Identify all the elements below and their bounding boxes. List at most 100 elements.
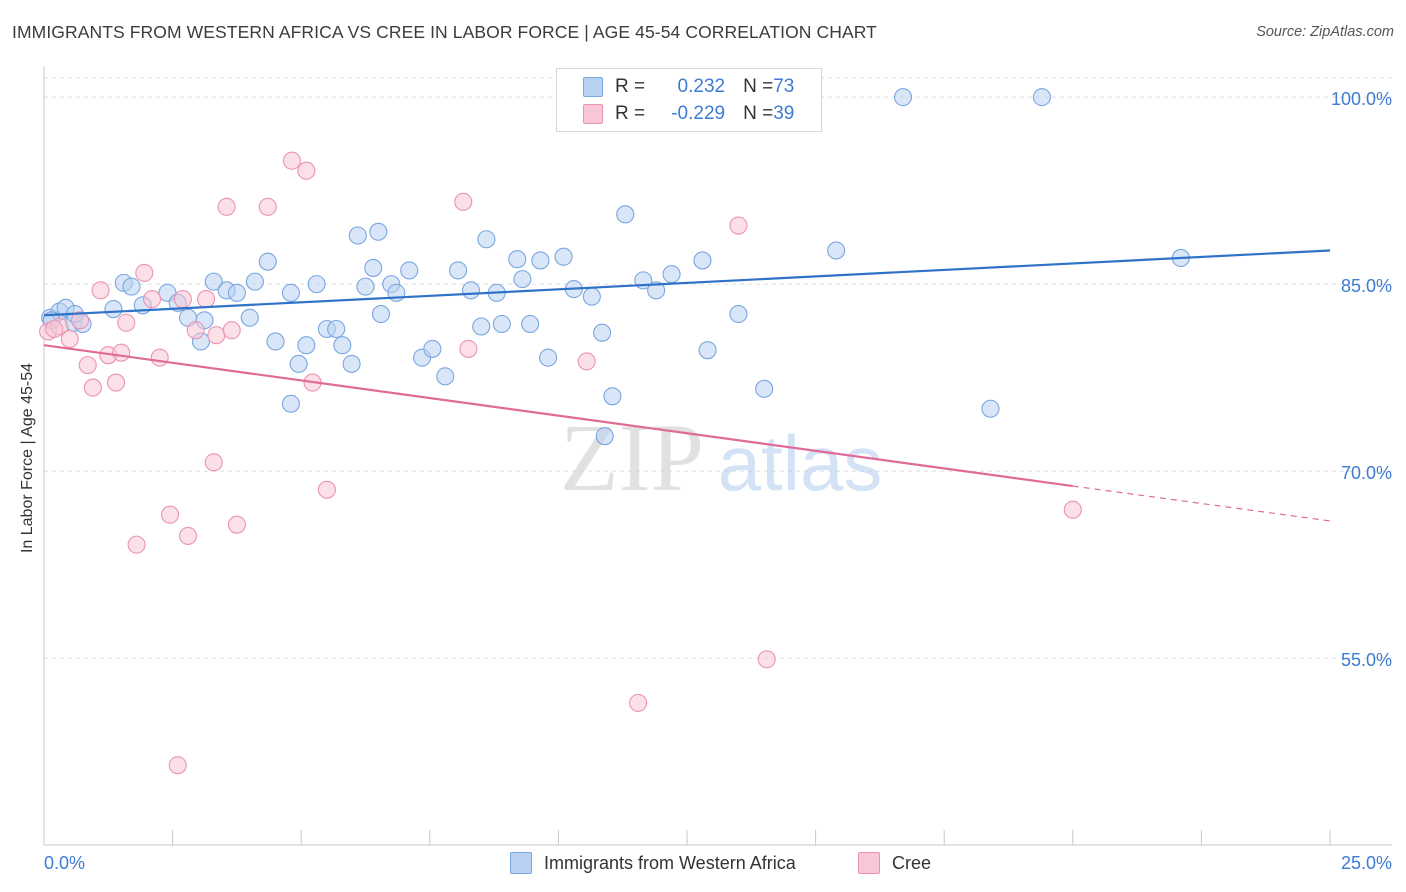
watermark-zip: ZIP — [560, 404, 704, 511]
data-point — [222, 321, 241, 340]
data-point — [297, 336, 316, 355]
bottom-legend-cree: Cree — [858, 852, 931, 874]
data-point — [436, 367, 455, 386]
data-point — [981, 399, 1000, 418]
data-point — [227, 283, 246, 302]
data-point — [757, 650, 776, 669]
data-point — [729, 304, 748, 324]
legend-r-label: R = — [615, 103, 646, 124]
data-point — [78, 356, 97, 375]
data-point — [258, 252, 277, 271]
stats-legend: R = 0.232 N = 73 R = -0.229 N = 39 — [556, 68, 822, 132]
data-point — [400, 261, 419, 280]
data-point — [508, 250, 527, 269]
data-point — [70, 311, 90, 330]
trend-line-cree-extension — [1072, 485, 1331, 522]
data-point — [150, 348, 169, 367]
data-point — [204, 272, 223, 291]
chart-title: IMMIGRANTS FROM WESTERN AFRICA VS CREE I… — [12, 22, 877, 42]
bottom-legend-label: Immigrants from Western Africa — [544, 852, 796, 873]
trend-lines — [43, 249, 1331, 522]
series-cree — [39, 151, 1082, 775]
data-point — [461, 281, 481, 300]
legend-row-cree: R = -0.229 N = 39 — [583, 102, 794, 126]
bottom-legend-swatch-pink — [858, 852, 880, 874]
data-point — [204, 453, 223, 472]
legend-r-value: 0.232 — [672, 76, 726, 97]
data-point — [539, 348, 558, 367]
data-point — [240, 308, 259, 327]
data-point — [454, 192, 473, 211]
data-point — [1063, 500, 1082, 519]
data-point — [135, 263, 154, 282]
data-point — [45, 319, 64, 339]
source-label: Source: ZipAtlas.com — [1256, 24, 1394, 40]
data-point — [531, 251, 550, 270]
data-point — [60, 329, 79, 349]
y-tick-label: 70.0% — [1341, 463, 1392, 483]
bottom-legend-label: Cree — [892, 852, 932, 873]
tick-labels: 55.0% 70.0% 85.0% 100.0% 0.0% 25.0% — [44, 89, 1392, 873]
data-point — [282, 151, 301, 170]
data-point — [647, 281, 666, 300]
data-point — [168, 756, 187, 775]
legend-r-value: -0.229 — [671, 103, 726, 124]
data-point — [173, 290, 192, 309]
trend-line-western-africa — [43, 249, 1331, 317]
data-point — [477, 230, 496, 249]
legend-n-label: N = — [743, 76, 774, 97]
data-point — [333, 336, 352, 355]
data-point — [91, 281, 110, 300]
axes — [43, 66, 1392, 846]
data-point — [577, 352, 596, 371]
watermark-atlas: atlas — [718, 419, 883, 507]
data-point — [356, 277, 375, 296]
data-point — [342, 354, 361, 373]
x-tick-label: 0.0% — [44, 853, 85, 873]
data-point — [196, 290, 216, 309]
data-point — [281, 394, 300, 413]
legend-row-western-africa: R = 0.232 N = 73 — [583, 75, 794, 99]
x-tick-label: 25.0% — [1341, 853, 1392, 873]
data-point — [827, 241, 846, 260]
data-point — [423, 339, 442, 358]
data-point — [307, 275, 326, 294]
data-point — [513, 270, 532, 289]
data-point — [186, 321, 205, 340]
y-tick-label: 55.0% — [1341, 650, 1392, 670]
bottom-legend: Immigrants from Western Africa Cree — [0, 852, 1406, 876]
data-point — [112, 343, 131, 362]
data-point — [698, 341, 717, 360]
y-tick-label: 100.0% — [1331, 89, 1392, 109]
data-point — [492, 314, 511, 334]
data-point — [693, 251, 712, 270]
legend-swatch-blue — [583, 77, 603, 97]
bottom-legend-swatch-blue — [510, 852, 532, 874]
trend-line-cree — [43, 344, 1073, 488]
y-tick-label: 85.0% — [1341, 276, 1392, 296]
data-point — [142, 290, 162, 309]
data-point — [593, 323, 612, 342]
data-point — [371, 304, 390, 324]
data-point — [178, 526, 198, 545]
data-point — [1032, 88, 1051, 107]
legend-swatch-pink — [583, 104, 603, 124]
legend-n-value: 73 — [773, 76, 795, 97]
data-point — [582, 287, 601, 306]
data-point — [258, 197, 277, 216]
data-point — [348, 226, 367, 245]
data-point — [245, 272, 264, 291]
data-point — [729, 216, 748, 235]
data-point — [327, 319, 346, 339]
legend-n-label: N = — [743, 103, 774, 124]
data-point — [227, 515, 246, 534]
data-point — [160, 505, 180, 524]
data-point — [755, 379, 774, 398]
data-point — [449, 261, 468, 280]
data-point — [369, 222, 388, 241]
bottom-legend-western-africa: Immigrants from Western Africa — [510, 852, 796, 874]
data-point — [281, 283, 300, 302]
data-point — [217, 197, 236, 216]
legend-r-label: R = — [615, 76, 646, 97]
